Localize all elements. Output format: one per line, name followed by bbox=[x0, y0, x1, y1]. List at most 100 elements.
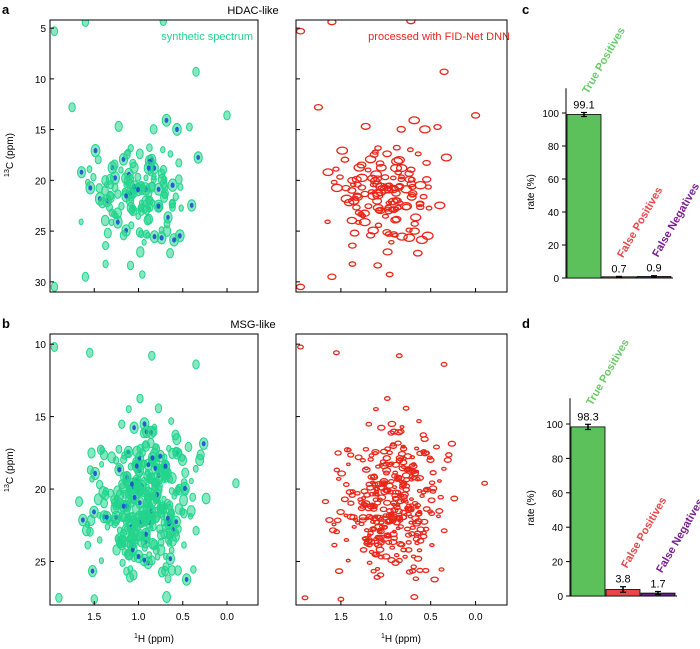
synthetic-peak bbox=[114, 120, 123, 132]
processed-peak bbox=[355, 173, 368, 183]
processed-peak bbox=[372, 180, 383, 188]
synthetic-peak bbox=[110, 159, 119, 171]
processed-peak bbox=[410, 475, 418, 481]
synthetic-peak-core bbox=[104, 514, 109, 520]
y-tick-label-b-left: 25 bbox=[35, 558, 47, 569]
processed-peak bbox=[439, 68, 449, 76]
synthetic-peak bbox=[118, 534, 127, 546]
processed-peak bbox=[387, 557, 396, 564]
processed-peak bbox=[373, 262, 383, 269]
processed-peak bbox=[369, 182, 377, 188]
synthetic-peak bbox=[96, 512, 102, 519]
processed-peak bbox=[368, 549, 375, 555]
processed-peaks-hdac bbox=[296, 20, 481, 291]
processed-peak bbox=[393, 553, 400, 558]
synthetic-peak bbox=[68, 102, 76, 113]
processed-peak bbox=[413, 446, 420, 451]
synthetic-peak bbox=[50, 281, 59, 292]
synthetic-peak bbox=[119, 558, 126, 567]
synthetic-peak bbox=[128, 221, 135, 230]
synthetic-peak bbox=[175, 158, 183, 168]
synthetic-peak bbox=[145, 501, 154, 514]
synthetic-peak bbox=[140, 476, 148, 486]
processed-peak bbox=[360, 122, 371, 130]
synthetic-peak bbox=[96, 479, 104, 490]
y-axis-title-a-sup: 13 bbox=[4, 169, 11, 177]
processed-peak bbox=[372, 491, 379, 497]
synthetic-peak bbox=[135, 227, 144, 238]
synthetic-peak bbox=[112, 456, 120, 465]
processed-peak bbox=[382, 513, 389, 518]
processed-peak bbox=[363, 528, 370, 533]
processed-peak bbox=[390, 163, 403, 173]
processed-peak bbox=[383, 396, 391, 401]
processed-peak bbox=[392, 495, 400, 502]
processed-peak bbox=[391, 461, 401, 468]
synthetic-peak-core bbox=[164, 117, 169, 123]
synthetic-peak-core bbox=[166, 515, 170, 521]
value-label-false-positives: 0.7 bbox=[611, 263, 626, 275]
bar-y-tick-label: 40 bbox=[552, 523, 564, 534]
synthetic-peak bbox=[150, 539, 159, 551]
synthetic-peak bbox=[75, 496, 84, 507]
synthetic-peak-core bbox=[159, 235, 164, 241]
processed-peak bbox=[334, 568, 344, 575]
synthetic-peak bbox=[149, 124, 158, 135]
synthetic-peak bbox=[178, 204, 184, 212]
synthetic-peak bbox=[136, 246, 145, 258]
synthetic-peak bbox=[174, 565, 182, 576]
processed-peak bbox=[381, 553, 391, 560]
synthetic-peak-core bbox=[90, 568, 95, 574]
synthetic-peak bbox=[186, 122, 193, 132]
synthetic-peak-core bbox=[166, 214, 170, 220]
synthetic-peak-core bbox=[158, 453, 163, 459]
processed-peak bbox=[437, 494, 444, 500]
synthetic-peak bbox=[119, 230, 128, 241]
processed-peak bbox=[340, 156, 350, 163]
synthetic-peak bbox=[123, 181, 129, 189]
synthetic-peak bbox=[131, 518, 138, 527]
synthetic-peak bbox=[95, 183, 104, 194]
processed-peak bbox=[380, 174, 390, 181]
processed-peak bbox=[398, 174, 405, 180]
processed-peak bbox=[406, 20, 416, 25]
bar-y-tick-label: 80 bbox=[548, 142, 560, 153]
panel-letter-c: c bbox=[522, 2, 529, 17]
processed-peak bbox=[397, 428, 405, 435]
synthetic-peak-core bbox=[81, 517, 85, 523]
synthetic-peak bbox=[156, 503, 163, 512]
processed-peak bbox=[367, 530, 374, 536]
synthetic-peak bbox=[135, 468, 143, 478]
bar-y-tick-label: 60 bbox=[548, 175, 560, 186]
synthetic-peak-core bbox=[174, 519, 179, 525]
processed-peak bbox=[347, 176, 357, 184]
x-axis-title-right-sup: 1 bbox=[381, 633, 385, 640]
synthetic-peak bbox=[96, 536, 103, 544]
synthetic-peak bbox=[98, 196, 107, 209]
processed-peak bbox=[405, 227, 413, 233]
processed-peak bbox=[481, 480, 489, 486]
processed-peak bbox=[436, 479, 442, 483]
processed-peak bbox=[359, 547, 368, 553]
synthetic-peak bbox=[162, 562, 170, 572]
synthetic-peak bbox=[124, 489, 132, 499]
synthetic-peak-core bbox=[183, 485, 187, 491]
processed-peak bbox=[366, 503, 376, 510]
processed-peak bbox=[420, 436, 429, 443]
processed-peak bbox=[422, 567, 430, 574]
synthetic-peak-core bbox=[156, 186, 161, 192]
processed-peak bbox=[410, 220, 419, 227]
processed-peak bbox=[343, 537, 350, 543]
synthetic-peak-core bbox=[142, 421, 147, 427]
bar-y-tick-label: 80 bbox=[552, 454, 564, 465]
processed-peak bbox=[399, 509, 407, 515]
processed-peak bbox=[367, 191, 380, 201]
synthetic-peak bbox=[120, 471, 129, 483]
processed-peak bbox=[392, 470, 399, 475]
processed-peak bbox=[382, 228, 392, 236]
synthetic-peak bbox=[135, 148, 144, 160]
processed-peak bbox=[396, 125, 406, 133]
synthetic-peak-core bbox=[117, 467, 122, 473]
processed-peak bbox=[409, 227, 420, 235]
